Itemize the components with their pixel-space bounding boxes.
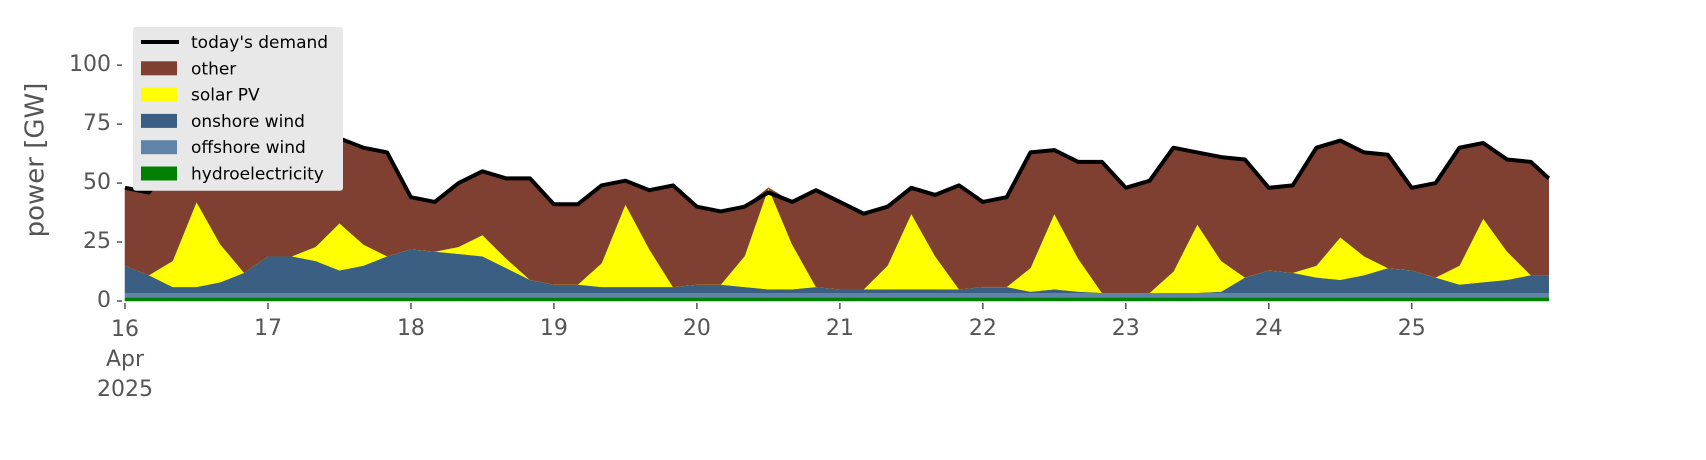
x-tick-label: 25 (1398, 316, 1426, 341)
legend-label: today's demand (191, 33, 328, 53)
legend-label: solar PV (191, 86, 260, 106)
x-tick-label: 22 (969, 316, 997, 341)
legend-handle (141, 61, 177, 76)
x-tick-label: 24 (1255, 316, 1283, 341)
plot-area (124, 136, 1551, 302)
legend-label: other (191, 59, 236, 79)
x-tick-label: 21 (826, 316, 854, 341)
legend-label: offshore wind (191, 138, 306, 158)
y-tick-label: 25 (83, 229, 111, 254)
x-tick-label: 19 (540, 316, 568, 341)
y-tick-label: 50 (83, 170, 111, 195)
x-tick-label: 16 Apr 2025 (97, 317, 153, 402)
x-tick-label: 18 (397, 316, 425, 341)
legend-handle (141, 166, 177, 181)
area (124, 292, 1549, 298)
y-tick-label: 0 (97, 288, 111, 313)
legend: today's demand other solar PV onshore wind o… (133, 27, 343, 191)
legend-label: onshore wind (191, 112, 305, 132)
legend-box (133, 27, 343, 191)
demand-line (124, 136, 1551, 216)
y-axis-label: power [GW] (21, 83, 51, 238)
x-tick-label: 20 (683, 316, 711, 341)
legend-handle (141, 140, 177, 155)
legend-handle (141, 113, 177, 128)
y-tick-label: 75 (83, 111, 111, 136)
x-tick-label: 23 (1112, 316, 1140, 341)
x-tick-label: 17 (254, 316, 282, 341)
y-tick-label: 100 (69, 52, 111, 77)
legend-handle (141, 87, 177, 102)
area (124, 297, 1549, 302)
legend-label: hydroelectricity (191, 165, 324, 185)
